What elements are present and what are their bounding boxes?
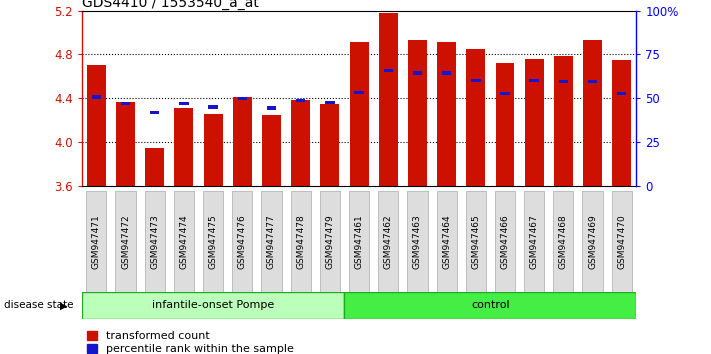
Text: GDS4410 / 1553540_a_at: GDS4410 / 1553540_a_at	[82, 0, 259, 10]
Bar	[179, 102, 188, 105]
Text: GSM947464: GSM947464	[442, 214, 451, 269]
Bar	[232, 97, 252, 186]
Bar	[471, 79, 481, 82]
Text: GSM947470: GSM947470	[617, 214, 626, 269]
Bar	[383, 69, 393, 73]
Text: GSM947468: GSM947468	[559, 214, 568, 269]
Bar	[554, 56, 573, 186]
FancyBboxPatch shape	[174, 191, 194, 292]
FancyBboxPatch shape	[378, 191, 398, 292]
Bar	[408, 40, 427, 186]
Bar	[559, 80, 568, 84]
FancyBboxPatch shape	[466, 191, 486, 292]
FancyBboxPatch shape	[611, 191, 632, 292]
Text: GSM947473: GSM947473	[150, 214, 159, 269]
FancyBboxPatch shape	[320, 191, 340, 292]
Bar	[116, 102, 135, 186]
FancyBboxPatch shape	[86, 191, 107, 292]
Bar	[203, 114, 223, 186]
FancyBboxPatch shape	[582, 191, 603, 292]
Bar	[292, 101, 310, 186]
Text: GSM947472: GSM947472	[121, 214, 130, 269]
Text: GSM947478: GSM947478	[296, 214, 305, 269]
FancyBboxPatch shape	[115, 191, 136, 292]
Bar	[208, 105, 218, 109]
FancyBboxPatch shape	[553, 191, 574, 292]
FancyBboxPatch shape	[524, 191, 544, 292]
FancyBboxPatch shape	[349, 191, 369, 292]
Text: infantile-onset Pompe: infantile-onset Pompe	[152, 300, 274, 310]
Legend: transformed count, percentile rank within the sample: transformed count, percentile rank withi…	[87, 331, 294, 354]
Bar	[121, 102, 130, 105]
FancyBboxPatch shape	[291, 191, 311, 292]
Bar	[583, 40, 602, 186]
Text: GSM947462: GSM947462	[384, 214, 392, 269]
Bar	[612, 60, 631, 186]
Bar	[501, 92, 510, 96]
Bar	[321, 104, 339, 186]
Text: GSM947465: GSM947465	[471, 214, 481, 269]
Bar	[442, 72, 451, 75]
Bar	[412, 72, 422, 75]
FancyBboxPatch shape	[495, 191, 515, 292]
FancyBboxPatch shape	[82, 292, 344, 319]
Bar	[379, 13, 397, 186]
FancyBboxPatch shape	[232, 191, 252, 292]
Text: GSM947469: GSM947469	[588, 214, 597, 269]
Bar	[525, 59, 544, 186]
Bar	[174, 108, 193, 186]
Bar	[262, 115, 281, 186]
Text: GSM947474: GSM947474	[179, 214, 188, 269]
Bar	[617, 92, 626, 96]
Bar	[530, 79, 539, 82]
Bar	[296, 99, 306, 102]
FancyBboxPatch shape	[344, 292, 636, 319]
Bar	[92, 96, 101, 99]
Text: GSM947461: GSM947461	[355, 214, 363, 269]
Bar	[267, 107, 277, 110]
Bar	[354, 91, 364, 95]
Bar	[325, 101, 335, 104]
Bar	[437, 42, 456, 186]
Text: GSM947477: GSM947477	[267, 214, 276, 269]
Bar	[145, 148, 164, 186]
FancyBboxPatch shape	[437, 191, 456, 292]
Text: GSM947475: GSM947475	[208, 214, 218, 269]
Bar	[237, 97, 247, 100]
Bar	[150, 111, 159, 114]
Bar	[350, 42, 368, 186]
Text: GSM947471: GSM947471	[92, 214, 101, 269]
Text: GSM947479: GSM947479	[326, 214, 334, 269]
FancyBboxPatch shape	[262, 191, 282, 292]
FancyBboxPatch shape	[144, 191, 165, 292]
Text: ▶: ▶	[60, 300, 68, 310]
Text: GSM947467: GSM947467	[530, 214, 539, 269]
Text: GSM947476: GSM947476	[237, 214, 247, 269]
Text: control: control	[471, 300, 510, 310]
Text: disease state: disease state	[4, 300, 73, 310]
Bar	[87, 65, 106, 186]
FancyBboxPatch shape	[203, 191, 223, 292]
FancyBboxPatch shape	[407, 191, 427, 292]
Bar	[588, 80, 597, 84]
Text: GSM947463: GSM947463	[413, 214, 422, 269]
Bar	[496, 63, 515, 186]
Bar	[466, 49, 486, 186]
Text: GSM947466: GSM947466	[501, 214, 510, 269]
